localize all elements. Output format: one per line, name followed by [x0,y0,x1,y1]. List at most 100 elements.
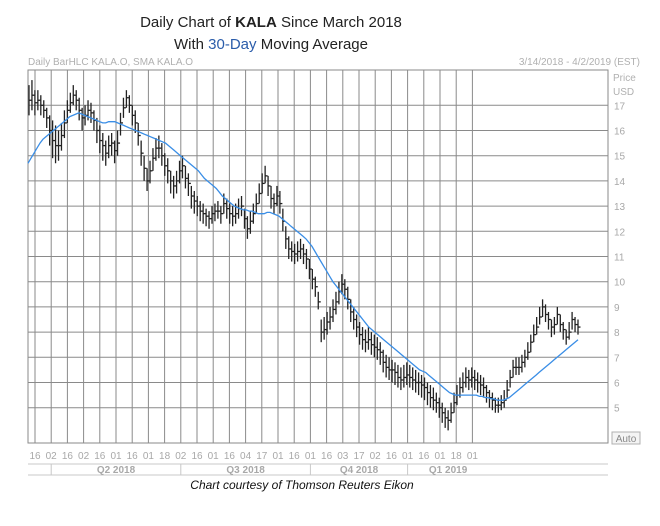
y-tick-label: 6 [614,379,620,390]
x-tick-label: 16 [191,451,203,462]
x-tick-label: 17 [353,451,365,462]
price-bar [379,342,383,365]
price-bar [376,337,380,360]
price-bar [420,374,425,398]
price-bar [81,107,85,131]
price-bar [453,392,457,413]
price-bar [562,322,566,340]
price-bar [347,286,351,310]
x-tick-label: 16 [418,451,430,462]
price-bar [291,241,295,262]
price-bar [110,133,115,156]
price-bar [261,173,265,194]
price-bar [28,85,32,116]
price-bar [479,374,484,396]
price-bar [332,299,336,323]
price-bar [444,407,448,428]
price-bar [122,97,126,118]
price-bar [571,311,575,330]
price-bar [353,306,357,330]
price-bar [465,367,469,388]
price-bar [243,208,247,229]
price-bar [530,334,534,353]
chart-credit: Chart courtesy of Thomson Reuters Eikon [190,478,414,492]
price-bar [229,203,233,224]
price-bar [285,226,289,249]
price-bar [512,359,516,378]
price-bar [175,170,180,194]
price-bar [37,90,41,111]
price-bar [474,369,478,391]
price-bar [459,377,463,398]
price-bar [296,241,301,262]
x-tick-label: 16 [289,451,301,462]
price-bar [577,319,581,335]
price-bar [270,185,274,209]
price-bar [500,395,504,411]
auto-button-label[interactable]: Auto [616,434,637,445]
price-bar [409,364,413,388]
x-tick-label: 17 [256,451,268,462]
price-bar [202,203,206,224]
price-bar [320,319,324,343]
price-bar [181,155,185,179]
price-bar [252,203,256,224]
price-bar [178,160,183,184]
price-bar [226,198,230,219]
price-bar [559,314,563,333]
x-tick-label: 16 [321,451,333,462]
price-bar [450,402,454,423]
price-bar [143,155,147,181]
y-axis-ticks: 5 6 7 8 9 10 11 12 13 14 15 16 17 [614,101,626,414]
price-bar [90,102,94,123]
price-bar [105,140,109,166]
price-bar [574,316,578,333]
price-bar [155,138,159,161]
price-bar [485,385,489,403]
grid-lines [28,70,608,443]
price-bar [429,385,433,408]
price-bar [51,120,56,159]
price-bar [385,354,389,378]
price-bar [134,110,138,134]
price-bar [78,97,82,121]
price-bar [397,364,401,388]
price-bar [370,332,374,355]
y-tick-label: 15 [614,152,626,163]
price-bar [96,117,100,144]
chart-title: Daily Chart of KALA Since March 2018 [140,14,402,31]
y-tick-label: 14 [614,177,626,188]
x-tick-label: 01 [208,451,220,462]
x-tick-label: 02 [370,451,382,462]
price-bar [232,206,236,227]
price-bar [361,327,366,350]
price-bar [568,322,572,340]
x-tick-label: 04 [240,451,252,462]
price-bar [338,281,342,305]
title-prefix: Daily Chart of [140,14,235,31]
price-bar [49,115,53,146]
price-bar [533,324,537,343]
x-tick-label: 02 [175,451,187,462]
x-tick-label: 16 [127,451,139,462]
price-bar [167,158,171,184]
y-tick-label: 12 [614,227,626,238]
price-bar [116,130,121,156]
auto-button[interactable] [611,431,641,445]
price-bar [40,95,44,116]
title-ticker: KALA [235,14,277,31]
x-tick-label: 16 [386,451,398,462]
x-tick-label: 03 [337,451,349,462]
price-bar [367,327,371,350]
price-bar [214,203,218,222]
price-bar [152,148,156,171]
price-bar [494,397,498,413]
price-bar [335,291,339,315]
x-tick-label: 16 [29,451,41,462]
price-bar [54,125,59,164]
price-bar [66,100,70,123]
price-bar [102,133,106,161]
x-axis-ticks: 16 02 16 02 16 01 16 01 18 02 16 01 16 04 17 01 16 01 16 03… [29,451,478,462]
price-bar [391,359,395,383]
